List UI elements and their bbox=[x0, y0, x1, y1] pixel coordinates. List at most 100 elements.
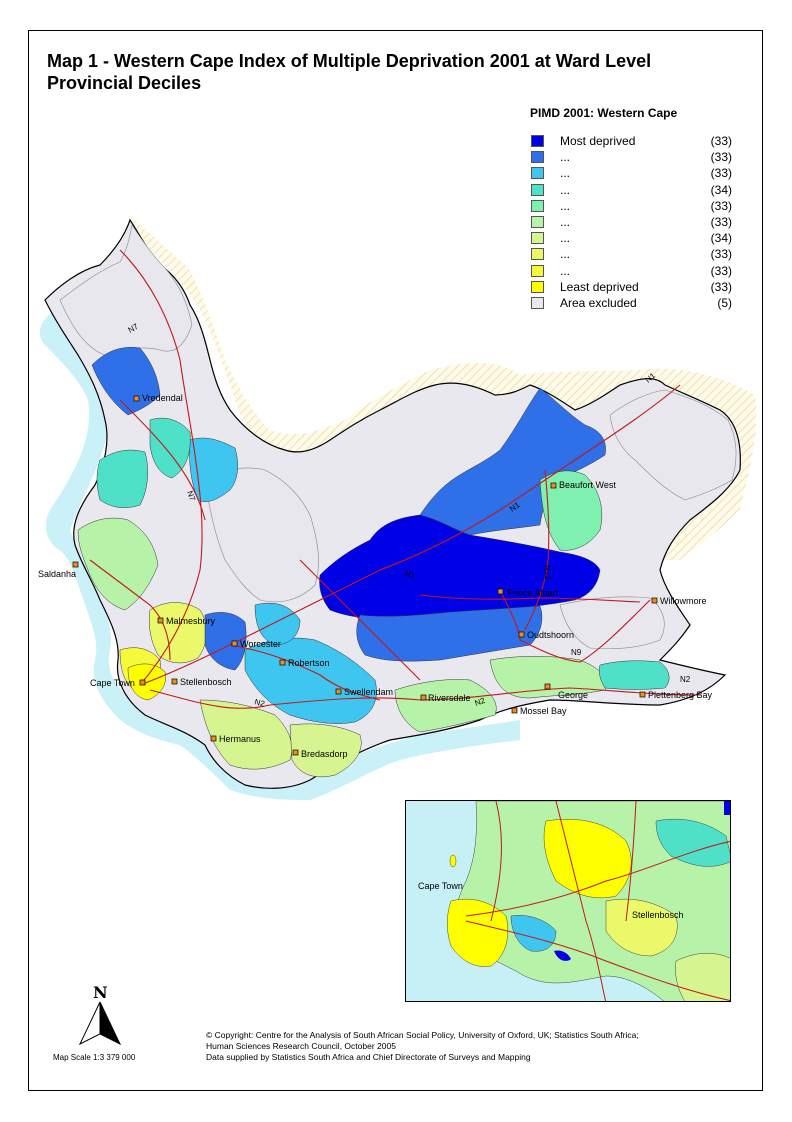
zone-decile2-worcester-east bbox=[204, 612, 247, 671]
town-label-beaufort-west: Beaufort West bbox=[559, 480, 616, 490]
legend-swatch bbox=[531, 215, 544, 228]
legend-label: ... bbox=[560, 150, 571, 165]
zone-decile4-coast-east bbox=[598, 660, 670, 690]
town-label-swellendam: Swellendam bbox=[344, 687, 393, 697]
legend-count: (34) bbox=[710, 231, 732, 246]
legend-swatch bbox=[531, 232, 544, 245]
road-label-n9: N9 bbox=[571, 648, 582, 657]
legend-row: ... (33) bbox=[530, 215, 740, 231]
legend-swatch bbox=[531, 135, 544, 147]
legend-label: ... bbox=[560, 247, 571, 262]
legend-title: PIMD 2001: Western Cape bbox=[530, 106, 678, 120]
legend-row: ... (33) bbox=[530, 150, 740, 166]
zone-decile6-west-coast-south bbox=[77, 517, 159, 611]
legend-row: Area excluded (5) bbox=[530, 296, 740, 312]
zone-decile4-west-coast bbox=[96, 449, 148, 508]
town-label-hermanus: Hermanus bbox=[219, 734, 261, 744]
town-label-cape-town: Cape Town bbox=[90, 678, 135, 688]
zone-decile2-west bbox=[91, 347, 161, 416]
town-label-bredasdorp: Bredasdorp bbox=[301, 749, 348, 759]
road-network bbox=[89, 249, 701, 709]
legend-row: ... (34) bbox=[530, 183, 740, 199]
town-label-robertson: Robertson bbox=[288, 658, 330, 668]
zone-decile4-central bbox=[149, 417, 191, 479]
legend-swatch bbox=[531, 264, 544, 277]
north-arrow-icon: N bbox=[78, 983, 122, 1046]
legend-label: Least deprived bbox=[560, 279, 639, 294]
legend-row: Least deprived (33) bbox=[530, 280, 740, 296]
legend-swatch bbox=[531, 167, 544, 180]
zone-decile7-agulhas bbox=[289, 723, 362, 778]
legend-count: (33) bbox=[710, 247, 732, 262]
town-label-stellenbosch: Stellenbosch bbox=[180, 677, 232, 687]
area-excluded-south-east bbox=[559, 596, 665, 650]
legend-count: (33) bbox=[710, 166, 732, 181]
town-label-prince-albert: Prince Albert bbox=[507, 588, 559, 598]
legend-swatch bbox=[531, 183, 544, 196]
legend-label: Most deprived bbox=[560, 134, 636, 148]
legend-swatch bbox=[531, 248, 544, 261]
zone-decile3-worcester bbox=[254, 602, 301, 646]
town-label-vredendal: Vredendal bbox=[142, 393, 183, 403]
legend-count: (34) bbox=[710, 182, 732, 197]
credits-line2: Human Sciences Research Council, October… bbox=[206, 1041, 396, 1051]
legend-label: ... bbox=[560, 166, 571, 181]
legend-count: (33) bbox=[710, 263, 732, 278]
road-label-n7-mid: N7 bbox=[185, 490, 197, 503]
legend-label: ... bbox=[560, 263, 571, 278]
north-arrow: N bbox=[78, 982, 128, 1052]
zone-decile5-beaufort bbox=[539, 470, 603, 551]
inset-label-stellenbosch: Stellenbosch bbox=[632, 910, 684, 920]
legend-label: ... bbox=[560, 198, 571, 213]
zone-decile2-north-karoo bbox=[419, 387, 606, 536]
cape-town-inset-map: Cape Town Stellenbosch bbox=[405, 800, 731, 1002]
credits: © Copyright: Centre for the Analysis of … bbox=[206, 1030, 766, 1063]
road-label-n1-west: N1 bbox=[403, 568, 416, 580]
inset-svg: Cape Town Stellenbosch bbox=[406, 801, 730, 1001]
zone-decile8-boland bbox=[149, 602, 207, 664]
town-label-mossel-bay: Mossel Bay bbox=[520, 706, 567, 716]
legend-row: ... (33) bbox=[530, 264, 740, 280]
legend-count: (33) bbox=[710, 150, 732, 165]
area-excluded-east bbox=[609, 389, 737, 501]
legend-label: ... bbox=[560, 214, 571, 229]
north-arrow-label: N bbox=[93, 983, 108, 1002]
legend: PIMD 2001: Western Cape Most deprived (33… bbox=[530, 106, 740, 312]
map-title: Map 1 - Western Cape Index of Multiple D… bbox=[47, 50, 747, 94]
zone-decile6-riversdale bbox=[394, 679, 497, 733]
legend-count: (33) bbox=[710, 134, 732, 148]
town-label-riversdale: Riversdale bbox=[428, 693, 471, 703]
legend-row: ... (33) bbox=[530, 166, 740, 182]
inset-label-cape-town: Cape Town bbox=[418, 881, 463, 891]
town-label-malmesbury: Malmesbury bbox=[166, 616, 216, 626]
road-label-n2-mid: N2 bbox=[474, 696, 487, 708]
town-label-willowmore: Willowmore bbox=[660, 596, 707, 606]
legend-rows: Most deprived (33) ... (33) ... (33) ... (34… bbox=[530, 134, 740, 312]
legend-swatch bbox=[531, 296, 544, 309]
legend-label: Area excluded bbox=[560, 295, 637, 310]
town-markers bbox=[72, 395, 658, 756]
credits-line3: Data supplied by Statistics South Africa… bbox=[206, 1052, 531, 1062]
legend-swatch bbox=[531, 280, 544, 293]
legend-row: ... (34) bbox=[530, 231, 740, 247]
area-excluded-central bbox=[204, 467, 319, 603]
town-label-oudtshoorn: Oudtshoorn bbox=[527, 630, 574, 640]
road-label-n2-east: N2 bbox=[680, 675, 691, 684]
road-label-n12: N12 bbox=[543, 565, 552, 580]
map-title-line1: Map 1 - Western Cape Index of Multiple D… bbox=[47, 51, 652, 71]
legend-label: ... bbox=[560, 231, 571, 246]
legend-row: Most deprived (33) bbox=[530, 134, 740, 150]
town-label-george: George bbox=[558, 690, 588, 700]
legend-count: (33) bbox=[710, 214, 732, 229]
zone-decile3-breede bbox=[244, 637, 377, 724]
legend-count: (5) bbox=[717, 295, 732, 310]
zone-decile3-cederberg bbox=[189, 437, 238, 502]
legend-row: ... (33) bbox=[530, 247, 740, 263]
town-label-plettenberg-bay: Plettenberg Bay bbox=[648, 690, 713, 700]
map-scale: Map Scale 1:3 379 000 bbox=[53, 1053, 136, 1062]
legend-label: ... bbox=[560, 182, 571, 197]
legend-count: (33) bbox=[710, 198, 732, 213]
town-label-worcester: Worcester bbox=[240, 639, 281, 649]
road-label-n2-west: N2 bbox=[253, 697, 266, 708]
